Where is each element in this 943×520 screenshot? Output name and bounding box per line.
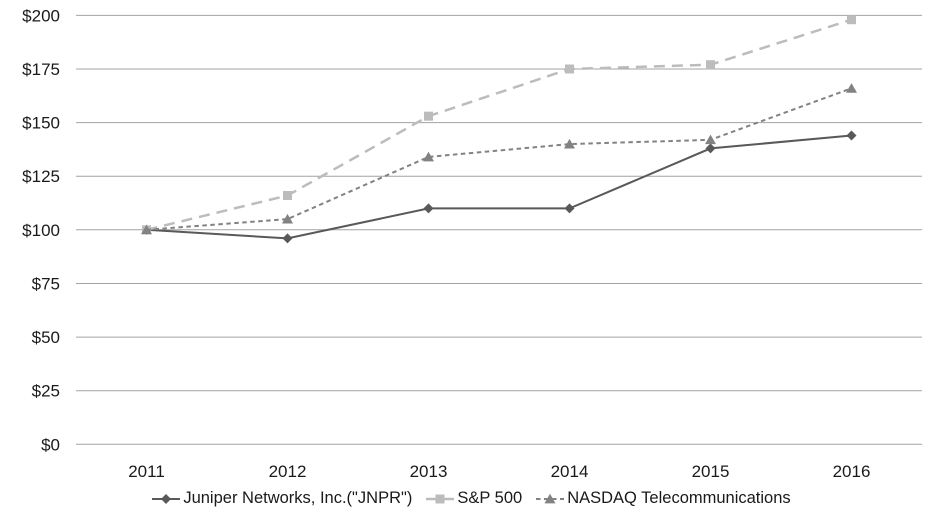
y-axis-tick-label: $0	[41, 435, 60, 454]
y-axis-tick-label: $175	[22, 60, 60, 79]
legend-swatch-square-icon	[426, 494, 455, 503]
triangle-marker	[705, 134, 716, 145]
legend-item-sp500: S&P 500	[426, 489, 522, 508]
legend-swatch-diamond-icon	[152, 493, 181, 504]
diamond-marker	[564, 203, 575, 214]
triangle-marker	[544, 493, 556, 503]
square-marker	[565, 64, 574, 74]
square-marker	[283, 191, 292, 200]
square-marker	[706, 60, 715, 70]
y-axis-tick-label: $25	[32, 382, 60, 401]
x-axis-tick-label: 2012	[269, 462, 307, 481]
diamond-marker	[282, 233, 293, 244]
y-axis-tick-label: $125	[22, 167, 60, 186]
legend-label: NASDAQ Telecommunications	[567, 489, 791, 507]
legend-label: S&P 500	[457, 489, 523, 507]
chart-legend: Juniper Networks, Inc.("JNPR") S&P 500 NAS…	[0, 489, 943, 508]
legend-item-nasdaq-telecom: NASDAQ Telecommunications	[536, 489, 791, 508]
diamond-marker	[705, 143, 716, 154]
square-marker	[424, 111, 433, 121]
triangle-marker	[423, 151, 434, 162]
diamond-marker	[423, 203, 434, 214]
y-axis-tick-label: $150	[22, 114, 60, 133]
x-axis-tick-label: 2014	[551, 462, 589, 481]
legend-swatch-triangle-icon	[536, 493, 565, 503]
legend-item-jnpr: Juniper Networks, Inc.("JNPR")	[152, 489, 412, 508]
y-axis-tick-label: $50	[32, 328, 60, 347]
x-axis-tick-label: 2016	[833, 462, 871, 481]
series-line-nasdaq-telecom	[146, 87, 852, 231]
y-axis-tick-label: $75	[32, 275, 60, 294]
triangle-marker	[141, 224, 152, 235]
x-axis-tick-label: 2011	[128, 462, 165, 481]
diamond-marker	[846, 130, 857, 141]
y-axis-tick-label: $100	[22, 221, 60, 240]
square-marker	[847, 15, 856, 25]
y-axis-tick-label: $200	[22, 6, 60, 25]
square-marker	[435, 494, 445, 503]
diamond-marker	[161, 493, 172, 504]
series-line-jnpr	[146, 134, 852, 240]
legend-label: Juniper Networks, Inc.("JNPR")	[183, 489, 413, 507]
triangle-marker	[846, 83, 857, 93]
series-line-sp500	[146, 18, 852, 232]
x-axis-tick-label: 2015	[692, 462, 730, 481]
triangle-marker	[564, 138, 575, 149]
x-axis-tick-label: 2013	[410, 462, 448, 481]
triangle-marker	[282, 213, 293, 224]
